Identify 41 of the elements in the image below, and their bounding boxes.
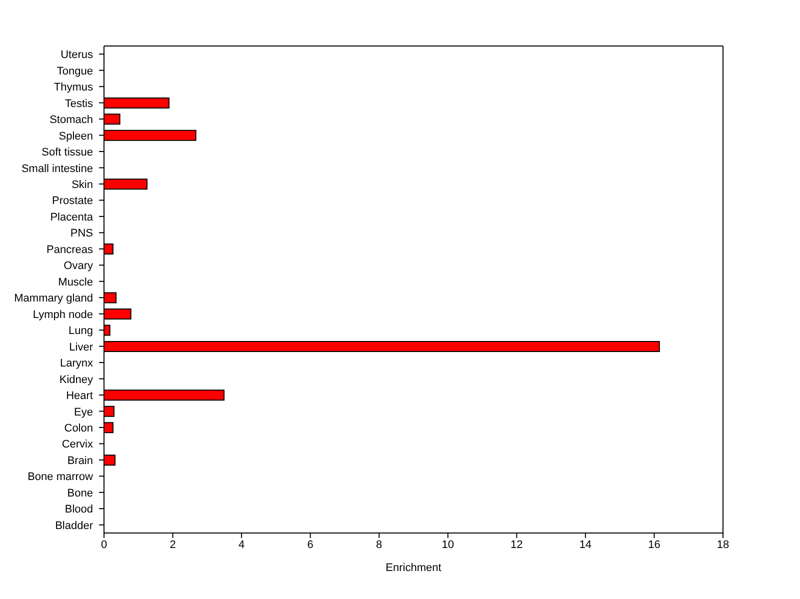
x-tick-label: 12	[510, 538, 523, 551]
y-tick-label: Muscle	[58, 276, 93, 288]
y-tick-label: Colon	[64, 422, 93, 434]
y-tick-label: Tongue	[56, 65, 93, 78]
y-tick-label: Bone marrow	[28, 471, 94, 484]
y-tick-label: Liver	[69, 341, 94, 354]
x-axis-title: Enrichment	[386, 562, 442, 574]
y-tick-label: Uterus	[60, 49, 94, 62]
y-tick-label: Thymus	[54, 82, 94, 94]
y-tick-label: Stomach	[50, 114, 93, 126]
y-tick-label: Skin	[72, 178, 93, 191]
y-tick-label: Small intestine	[21, 162, 93, 175]
y-tick-label: Soft tissue	[42, 146, 93, 159]
y-tick-label: Bone	[67, 487, 93, 500]
x-tick-label: 4	[238, 538, 245, 551]
x-tick-label: 14	[579, 538, 592, 551]
y-tick-label: Blood	[64, 504, 93, 516]
x-tick-label: 16	[648, 538, 660, 551]
y-tick-label: Prostate	[52, 195, 93, 208]
y-tick-label: Testis	[64, 98, 94, 110]
y-tick-label: Larynx	[60, 358, 94, 370]
y-tick-label: Eye	[74, 406, 93, 418]
y-tick-label: Brain	[67, 454, 93, 467]
x-tick-label: 8	[376, 538, 382, 551]
y-tick-label: Mammary gland	[14, 292, 93, 305]
y-tick-label: Kidney	[59, 374, 94, 386]
x-tick-label: 10	[442, 538, 454, 551]
x-tick-label: 18	[716, 538, 730, 551]
x-tick-label: 6	[307, 538, 314, 551]
y-tick-label: PNS	[70, 228, 93, 240]
y-tick-label: Lymph node	[32, 308, 93, 321]
y-tick-label: Ovary	[64, 260, 94, 272]
y-tick-label: Pancreas	[46, 244, 94, 256]
x-tick-label: 0	[100, 538, 108, 551]
x-tick-label: 2	[170, 538, 176, 551]
y-tick-label: Bladder	[55, 520, 94, 532]
y-tick-label: Lung	[68, 325, 93, 338]
y-tick-label: Placenta	[50, 211, 94, 224]
y-tick-label: Cervix	[62, 438, 94, 451]
y-tick-label: Spleen	[58, 130, 93, 142]
y-tick-label: Heart	[66, 390, 93, 402]
